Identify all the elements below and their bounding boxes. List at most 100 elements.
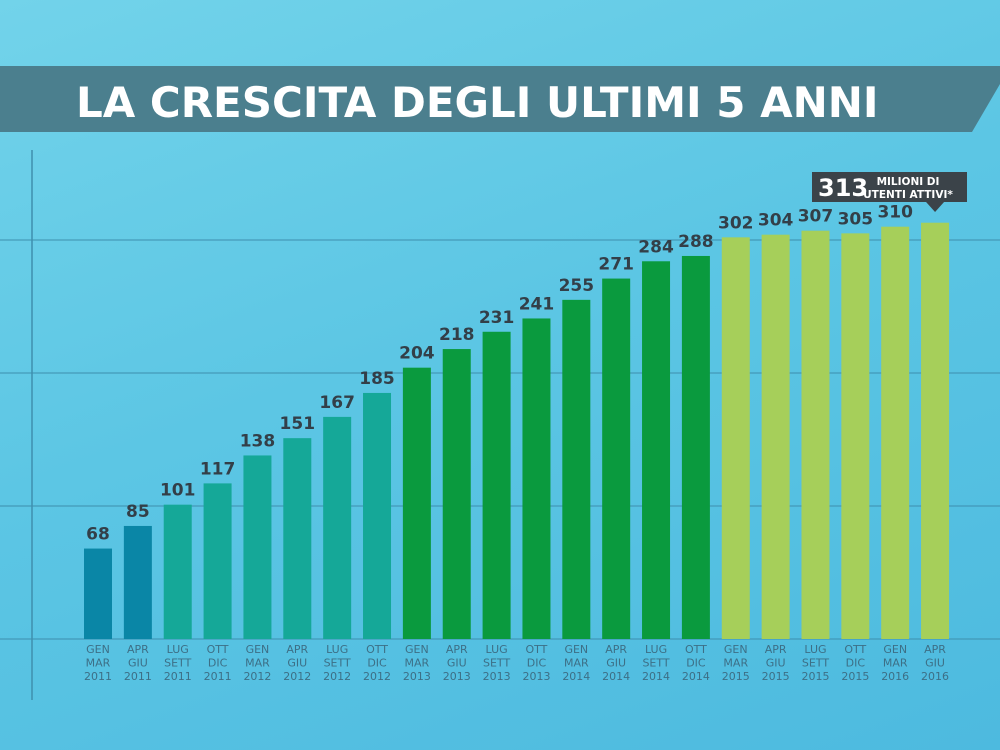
value-label-2: 101 [160,481,196,501]
bar-14 [642,261,671,639]
value-label-15: 288 [678,232,714,252]
tick-label-15-0: OTT [685,643,707,656]
tick-label-1-0: APR [127,643,149,656]
bar-6 [323,416,352,639]
bar-2 [163,504,192,639]
tick-label-7-2: 2012 [363,670,391,683]
tick-label-19-2: 2015 [841,670,869,683]
tick-label-9-0: APR [446,643,468,656]
tick-label-4-2: 2012 [243,670,271,683]
tick-label-11-2: 2013 [522,670,550,683]
tick-label-2-1: SETT [164,657,191,670]
tick-label-9-2: 2013 [443,670,471,683]
bar-11 [522,318,551,639]
bar-8 [402,367,431,639]
tick-label-13-2: 2014 [602,670,630,683]
tick-label-6-1: SETT [324,657,351,670]
tick-label-5-1: GIU [287,657,307,670]
value-label-0: 68 [86,525,110,545]
tick-label-12-2: 2014 [562,670,590,683]
tick-label-6-2: 2012 [323,670,351,683]
tick-label-2-0: LUG [167,643,189,656]
tick-label-4-0: GEN [246,643,270,656]
bar-13 [602,278,631,639]
value-label-1: 85 [126,502,150,522]
value-label-4: 138 [240,431,276,451]
tick-label-21-0: APR [924,643,946,656]
value-label-12: 255 [559,276,595,296]
bar-16 [721,237,750,639]
value-label-19: 305 [838,209,874,229]
callout-line-1: MILIONI DI [877,176,940,188]
chart-title: LA CRESCITA DEGLI ULTIMI 5 ANNI [76,78,879,127]
tick-label-11-1: DIC [527,657,547,670]
tick-label-18-2: 2015 [801,670,829,683]
bars [84,222,950,639]
value-label-17: 304 [758,211,794,231]
title-banner [0,66,1000,132]
tick-label-16-1: MAR [723,657,748,670]
value-label-9: 218 [439,325,475,345]
tick-label-7-1: DIC [367,657,387,670]
bar-0 [84,548,112,639]
tick-label-8-1: MAR [405,657,430,670]
tick-label-17-2: 2015 [762,670,790,683]
tick-label-15-2: 2014 [682,670,710,683]
bar-1 [123,525,152,639]
value-label-7: 185 [359,369,395,389]
tick-label-13-0: APR [605,643,627,656]
tick-label-14-0: LUG [645,643,667,656]
tick-label-14-1: SETT [642,657,669,670]
tick-label-10-0: LUG [486,643,508,656]
bar-4 [243,455,272,639]
bar-7 [363,392,392,639]
tick-label-6-0: LUG [326,643,348,656]
tick-label-0-0: GEN [86,643,110,656]
bar-20 [881,226,910,639]
value-label-14: 284 [638,237,674,257]
tick-label-3-1: DIC [208,657,228,670]
bar-18 [801,230,830,639]
tick-label-2-2: 2011 [164,670,192,683]
tick-label-21-1: GIU [925,657,945,670]
value-label-13: 271 [598,255,634,275]
tick-label-19-0: OTT [844,643,866,656]
tick-label-1-2: 2011 [124,670,152,683]
tick-label-20-0: GEN [883,643,907,656]
value-label-5: 151 [280,414,316,434]
tick-label-1-1: GIU [128,657,148,670]
tick-label-5-2: 2012 [283,670,311,683]
tick-label-15-1: DIC [686,657,706,670]
tick-label-12-1: MAR [564,657,589,670]
value-label-3: 117 [200,459,236,479]
bar-9 [442,349,471,639]
callout-box [812,172,967,202]
tick-label-16-0: GEN [724,643,748,656]
callout-line-2: UTENTI ATTIVI* [863,189,953,201]
tick-label-20-1: MAR [883,657,908,670]
tick-label-11-0: OTT [526,643,548,656]
tick-label-12-0: GEN [564,643,588,656]
tick-label-8-0: GEN [405,643,429,656]
value-label-6: 167 [319,393,355,413]
tick-label-9-1: GIU [447,657,467,670]
callout-pointer [926,202,945,212]
tick-label-21-2: 2016 [921,670,949,683]
tick-label-3-2: 2011 [204,670,232,683]
value-label-8: 204 [399,344,435,364]
value-labels: 68 85 101117138151167185204218231241255271… [86,203,913,545]
tick-label-4-1: MAR [245,657,270,670]
bar-5 [283,438,312,639]
bar-15 [681,255,710,639]
bar-3 [203,483,232,639]
value-label-10: 231 [479,308,515,328]
tick-label-16-2: 2015 [722,670,750,683]
x-tick-labels: GENMAR2011APRGIU2011LUGSETT2011OTTDIC201… [84,643,949,683]
bar-10 [482,331,511,639]
value-label-16: 302 [718,213,754,233]
tick-label-18-1: SETT [802,657,829,670]
tick-label-0-1: MAR [86,657,111,670]
tick-label-7-0: OTT [366,643,388,656]
